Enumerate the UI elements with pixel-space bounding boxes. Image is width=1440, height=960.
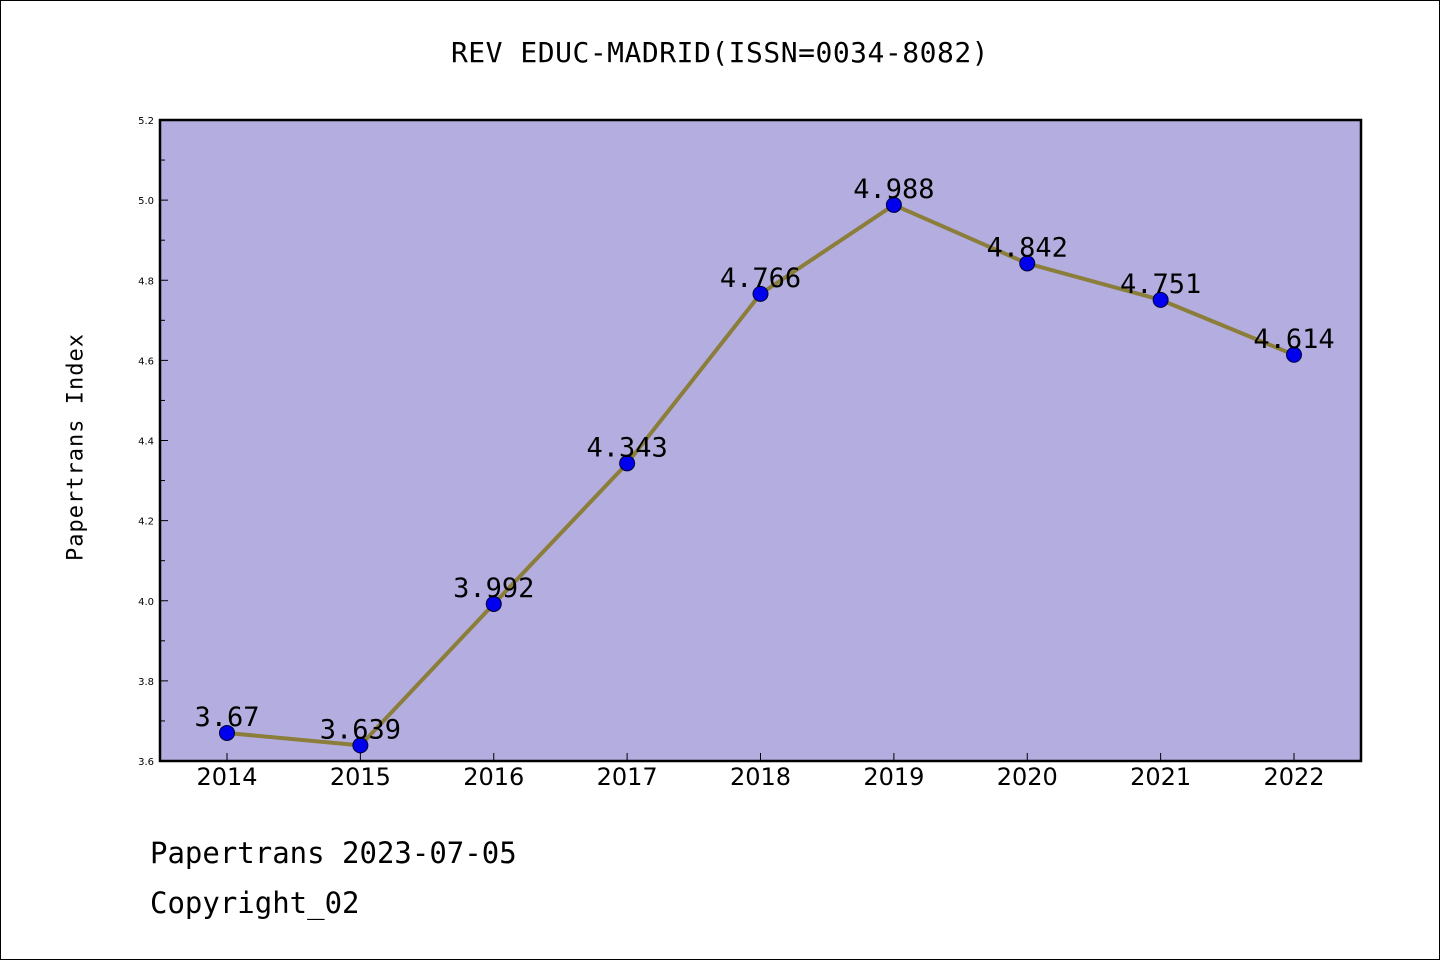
plot-frame	[158, 118, 1363, 763]
x-tick-label: 2017	[597, 763, 658, 791]
x-tick-label: 2015	[330, 763, 391, 791]
data-value-label: 4.614	[1253, 324, 1334, 355]
y-tick-label: 4.0	[138, 597, 154, 608]
x-tick-label: 2020	[997, 763, 1058, 791]
y-tick-label: 5.2	[138, 116, 154, 127]
data-point-marker	[352, 737, 369, 754]
y-tick-label: 3.6	[138, 757, 154, 768]
y-tick-label: 5.0	[138, 196, 154, 207]
y-tick-label: 4.8	[138, 276, 154, 287]
data-value-label: 3.639	[320, 714, 401, 745]
x-tick-label: 2022	[1263, 763, 1324, 791]
footer-date-text: Papertrans 2023-07-05	[150, 836, 517, 870]
y-tick-label: 4.2	[138, 517, 154, 528]
data-point-marker	[1286, 346, 1302, 363]
y-tick-label: 3.8	[138, 677, 154, 688]
data-value-label: 4.842	[987, 232, 1068, 263]
data-value-label: 4.988	[853, 174, 934, 205]
data-value-label: 4.751	[1120, 269, 1201, 300]
data-point-marker	[219, 724, 235, 741]
data-point-marker	[1019, 255, 1036, 272]
data-value-label: 3.67	[194, 702, 259, 733]
x-tick-label: 2019	[863, 763, 924, 791]
chart-title: REV EDUC-MADRID(ISSN=0034-8082)	[450, 36, 990, 69]
data-value-label: 4.766	[720, 263, 801, 294]
data-value-label: 4.343	[586, 432, 667, 463]
x-tick-label: 2018	[730, 763, 791, 791]
data-point-marker	[485, 595, 502, 612]
y-tick-label: 4.6	[138, 356, 154, 367]
data-value-label: 3.992	[453, 573, 534, 604]
data-point-marker	[885, 196, 902, 213]
data-point-marker	[619, 455, 636, 472]
plot-area	[160, 120, 1361, 761]
x-tick-label: 2016	[463, 763, 524, 791]
footer-copyright-text: Copyright_02	[150, 886, 360, 920]
x-tick-label: 2014	[196, 763, 257, 791]
x-tick-label: 2021	[1130, 763, 1191, 791]
y-tick-label: 4.4	[138, 437, 154, 448]
data-point-marker	[752, 285, 769, 302]
data-point-marker	[1152, 291, 1169, 308]
